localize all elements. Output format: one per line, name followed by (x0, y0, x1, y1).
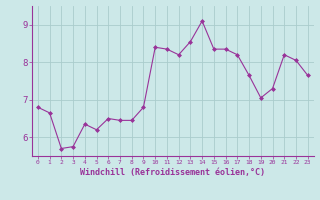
X-axis label: Windchill (Refroidissement éolien,°C): Windchill (Refroidissement éolien,°C) (80, 168, 265, 177)
